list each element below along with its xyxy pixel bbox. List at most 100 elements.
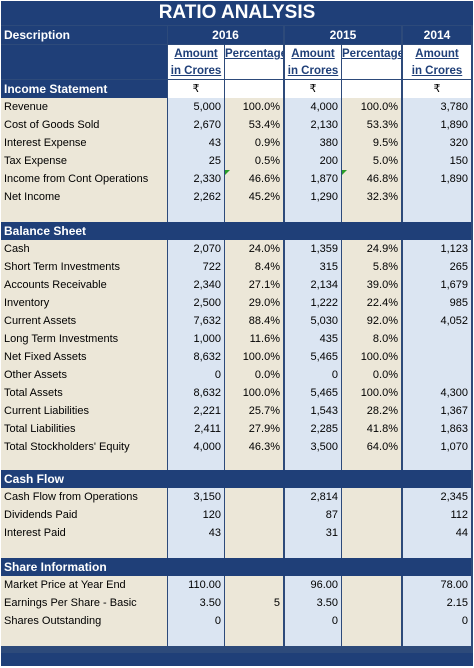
percent-2015-cell[interactable]: 0.0% [342,366,401,384]
percent-2016-cell[interactable]: 29.0% [225,294,283,312]
blank-cell[interactable] [342,80,401,98]
row-label[interactable]: Cost of Goods Sold [1,116,167,134]
blank-cell[interactable] [285,206,341,222]
blank-cell[interactable] [285,630,341,646]
blank-cell[interactable] [403,456,471,472]
blank-cell[interactable] [285,456,341,472]
percent-2016-cell[interactable]: 100.0% [225,98,283,116]
row-label[interactable]: Income from Cont Operations [1,170,167,188]
percent-2016-cell[interactable]: 0.5% [225,152,283,170]
amount-2015-cell[interactable]: 0 [285,366,341,384]
amount-2015-cell[interactable]: 4,000 [285,98,341,116]
unit-2014[interactable]: in Crores [403,63,471,79]
percent-2016-cell[interactable]: 25.7% [225,402,283,420]
amount-header-2014[interactable]: Amount [403,45,471,63]
amount-2016-cell[interactable]: 2,340 [168,276,224,294]
amount-2016-cell[interactable]: 4,000 [168,438,224,456]
amount-2014-cell[interactable] [403,330,471,348]
amount-2014-cell[interactable]: 3,780 [403,98,471,116]
amount-2014-cell[interactable]: 265 [403,258,471,276]
amount-2015-cell[interactable]: 2,814 [285,488,341,506]
section-title[interactable]: Balance Sheet [1,222,471,240]
amount-2014-cell[interactable] [403,348,471,366]
unit-2015[interactable]: in Crores [285,63,341,79]
percent-2015-cell[interactable]: 22.4% [342,294,401,312]
row-label[interactable]: Long Term Investments [1,330,167,348]
percent-2015-cell[interactable]: 8.0% [342,330,401,348]
rupee-symbol[interactable]: ₹ [285,80,341,98]
amount-2015-cell[interactable]: 200 [285,152,341,170]
percent-2016-cell[interactable] [225,488,283,506]
amount-2016-cell[interactable]: 722 [168,258,224,276]
row-label[interactable]: Net Fixed Assets [1,348,167,366]
percent-2016-cell[interactable]: 24.0% [225,240,283,258]
percent-2015-cell[interactable] [342,576,401,594]
percent-2016-cell[interactable]: 27.1% [225,276,283,294]
percent-2016-cell[interactable]: 53.4% [225,116,283,134]
row-label[interactable]: Cash Flow from Operations [1,488,167,506]
percent-2016-cell[interactable]: 45.2% [225,188,283,206]
percent-2016-cell[interactable]: 100.0% [225,348,283,366]
percent-2015-cell[interactable]: 92.0% [342,312,401,330]
amount-2016-cell[interactable]: 2,262 [168,188,224,206]
row-label[interactable]: Accounts Receivable [1,276,167,294]
blank-cell[interactable] [342,630,401,646]
percent-2015-cell[interactable]: 24.9% [342,240,401,258]
row-label[interactable]: Short Term Investments [1,258,167,276]
percent-2016-cell[interactable]: 11.6% [225,330,283,348]
percent-2016-cell[interactable]: 46.6% [225,170,283,188]
amount-header-2015[interactable]: Amount [285,45,341,63]
row-label[interactable]: Market Price at Year End [1,576,167,594]
row-label[interactable]: Total Assets [1,384,167,402]
section-title[interactable]: Income Statement [1,80,167,98]
blank-cell[interactable] [168,456,224,472]
amount-2015-cell[interactable]: 1,870 [285,170,341,188]
amount-2016-cell[interactable]: 2,070 [168,240,224,258]
blank-cell[interactable] [168,206,224,222]
blank-cell[interactable] [225,206,283,222]
amount-2016-cell[interactable]: 7,632 [168,312,224,330]
amount-2015-cell[interactable]: 1,359 [285,240,341,258]
blank-cell[interactable] [225,80,283,98]
row-label[interactable]: Interest Expense [1,134,167,152]
percent-2015-cell[interactable]: 41.8% [342,420,401,438]
amount-2015-cell[interactable]: 1,543 [285,402,341,420]
rupee-symbol[interactable]: ₹ [168,80,224,98]
percent-2016-cell[interactable]: 0.9% [225,134,283,152]
amount-header-2016[interactable]: Amount [168,45,224,63]
percent-2016-cell[interactable] [225,612,283,630]
percent-2015-cell[interactable]: 53.3% [342,116,401,134]
amount-2015-cell[interactable]: 3.50 [285,594,341,612]
amount-2014-cell[interactable]: 320 [403,134,471,152]
blank-cell[interactable] [168,542,224,558]
amount-2014-cell[interactable] [403,366,471,384]
percent-2016-cell[interactable]: 88.4% [225,312,283,330]
amount-2014-cell[interactable]: 2.15 [403,594,471,612]
blank-cell[interactable] [342,542,401,558]
year-2015-header[interactable]: 2015 [285,26,401,44]
amount-2015-cell[interactable]: 435 [285,330,341,348]
amount-2016-cell[interactable]: 0 [168,366,224,384]
year-2014-header[interactable]: 2014 [403,26,471,44]
percent-2015-cell[interactable] [342,506,401,524]
section-title[interactable]: Cash Flow [1,470,471,488]
amount-2014-cell[interactable]: 1,070 [403,438,471,456]
blank-cell[interactable] [225,456,283,472]
blank-cell[interactable] [1,542,167,558]
row-label[interactable]: Shares Outstanding [1,612,167,630]
blank-cell[interactable] [225,542,283,558]
amount-2014-cell[interactable] [403,188,471,206]
percent-2016-cell[interactable]: 100.0% [225,384,283,402]
amount-2014-cell[interactable]: 2,345 [403,488,471,506]
blank-cell[interactable] [1,456,167,472]
amount-2015-cell[interactable]: 5,465 [285,384,341,402]
amount-2016-cell[interactable]: 2,670 [168,116,224,134]
amount-2016-cell[interactable]: 0 [168,612,224,630]
percentage-header-2016[interactable]: Percentage [225,45,283,63]
amount-2015-cell[interactable]: 1,290 [285,188,341,206]
unit-blank-2016[interactable] [225,63,283,79]
percent-2016-cell[interactable] [225,506,283,524]
row-label[interactable]: Earnings Per Share - Basic [1,594,167,612]
amount-2016-cell[interactable]: 3,150 [168,488,224,506]
amount-2015-cell[interactable]: 2,134 [285,276,341,294]
